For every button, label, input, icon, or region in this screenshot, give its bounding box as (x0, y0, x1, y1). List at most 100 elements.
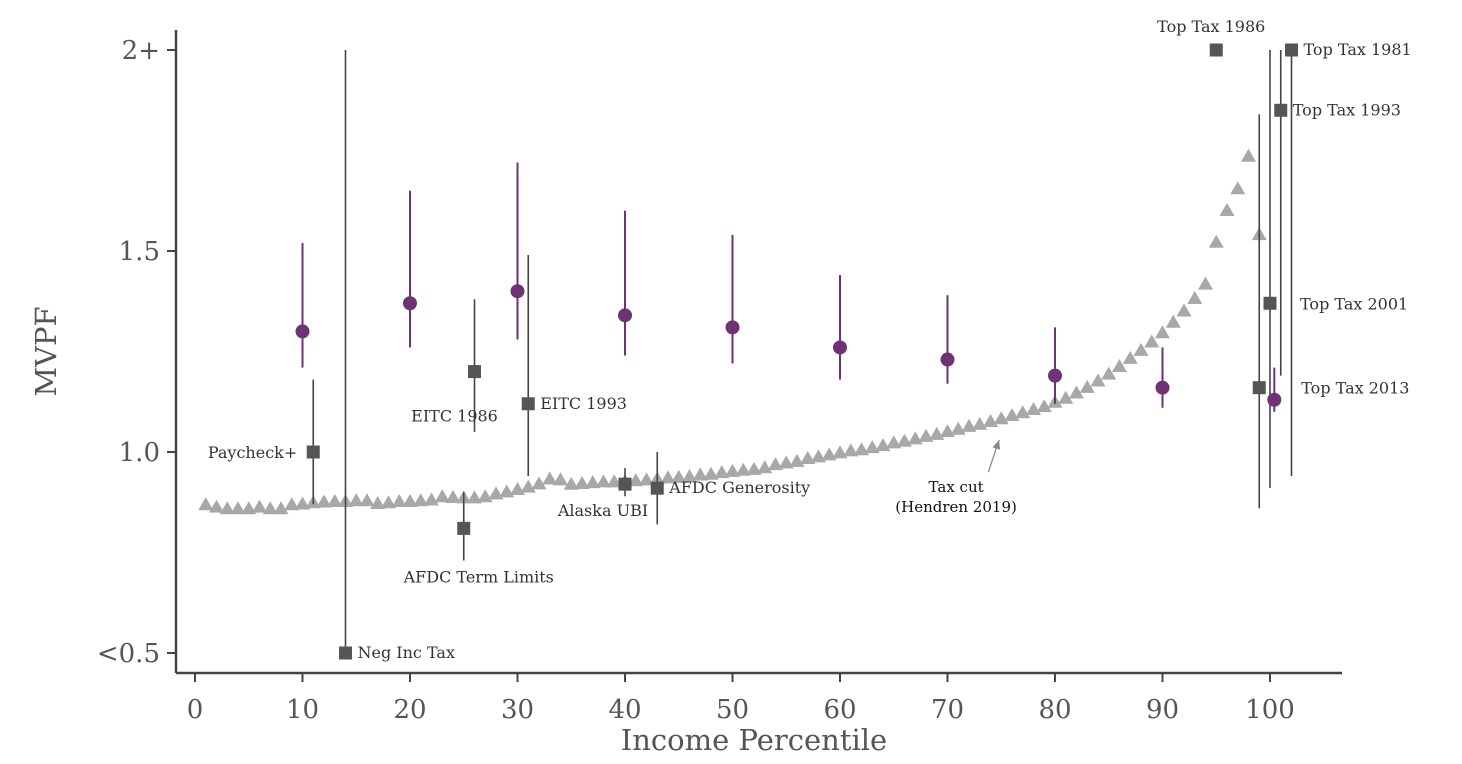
triangle-point (1241, 148, 1256, 162)
triangle-point (1133, 342, 1149, 356)
policy-label: AFDC Term Limits (403, 567, 554, 586)
square-point (1263, 296, 1277, 310)
triangle-point (1219, 203, 1235, 216)
triangle-point (1058, 390, 1074, 404)
square-point (1285, 43, 1298, 57)
x-tick-label: 70 (931, 695, 964, 725)
policy-label: Top Tax 1981 (1304, 40, 1412, 59)
triangle-point (402, 494, 418, 508)
triangle-point (918, 428, 934, 442)
square-point (1252, 381, 1266, 395)
triangle-point (1090, 373, 1106, 387)
triangle-point (1208, 234, 1224, 248)
triangle-point (596, 474, 611, 488)
triangle-point (972, 416, 988, 430)
x-tick-label: 90 (1146, 695, 1179, 725)
triangle-point (735, 462, 751, 476)
triangle-point (295, 496, 310, 510)
triangle-point (445, 490, 461, 504)
y-tick-label: 1.5 (119, 237, 160, 267)
triangle-point (348, 493, 364, 507)
triangle-point (950, 421, 966, 435)
triangle-point (1122, 350, 1138, 364)
triangle-point (574, 475, 590, 489)
policy-labels: Paycheck+ Neg Inc Tax AFDC Term Limits EITC… (208, 17, 1412, 662)
triangle-point (929, 426, 945, 440)
triangle-point (1069, 385, 1084, 399)
triangle-point (241, 501, 257, 515)
tax-cut-annotation: Tax cut (Hendren 2019) (895, 439, 1017, 516)
triangle-point (467, 490, 482, 504)
triangle-point (219, 501, 235, 515)
triangle-point (553, 472, 568, 486)
triangle-point (327, 494, 343, 508)
x-axis-title: Income Percentile (621, 723, 887, 757)
triangle-point (359, 493, 375, 507)
annotation-title: Tax cut (929, 478, 984, 496)
tax-cut-triangle-series (198, 148, 1267, 515)
triangle-point (811, 449, 826, 463)
triangle-point (907, 431, 923, 445)
y-axis-title: MVPF (29, 306, 63, 396)
x-tick-label: 50 (716, 695, 749, 725)
circle-point (833, 340, 847, 355)
square-point (1274, 103, 1288, 117)
triangle-point (832, 445, 848, 459)
y-tick-label: 1.0 (119, 438, 160, 468)
triangle-point (682, 469, 697, 483)
triangle-point (434, 489, 450, 503)
square-point (521, 397, 535, 411)
triangle-point (284, 497, 300, 511)
policy-label: Alaska UBI (557, 501, 648, 520)
circle-point (618, 308, 632, 323)
circle-point (1048, 368, 1062, 383)
triangle-point (1112, 358, 1127, 372)
triangle-point (1004, 408, 1020, 422)
policy-label: Top Tax 2013 (1301, 379, 1409, 398)
triangle-point (897, 433, 912, 447)
x-tick-label: 0 (187, 695, 204, 725)
triangle-point (1079, 379, 1095, 393)
triangle-point (854, 442, 869, 456)
y-tick-label: <0.5 (97, 639, 160, 669)
triangle-point (198, 497, 214, 511)
triangle-point (940, 424, 955, 438)
policy-label: AFDC Generosity (668, 478, 810, 497)
policy-label: Neg Inc Tax (358, 643, 455, 662)
triangle-point (510, 481, 525, 495)
triangle-point (1198, 276, 1213, 290)
triangle-point (875, 438, 891, 452)
policy-label: Top Tax 2001 (1300, 294, 1408, 313)
policy-label: Top Tax 1993 (1293, 100, 1401, 119)
triangle-point (606, 474, 622, 488)
triangle-point (843, 443, 859, 457)
triangle-point (1036, 399, 1052, 413)
triangle-point (725, 463, 740, 477)
policy-label: Top Tax 1986 (1157, 17, 1265, 36)
triangle-point (381, 495, 396, 509)
x-tick-label: 60 (823, 695, 856, 725)
y-tick-label: 2+ (122, 36, 160, 66)
annotation-source: (Hendren 2019) (895, 498, 1017, 516)
triangle-point (639, 472, 654, 486)
triangle-point (1101, 366, 1117, 380)
x-tick-label: 40 (608, 695, 641, 725)
triangle-point (1230, 181, 1246, 195)
annotation-arrow-head (992, 439, 1001, 450)
triangle-point (961, 418, 977, 432)
triangle-point (585, 475, 601, 489)
triangle-point (1144, 334, 1160, 348)
triangle-point (252, 499, 267, 513)
triangle-point (789, 453, 805, 467)
triangle-point (1155, 325, 1170, 339)
x-tick-label: 20 (393, 695, 426, 725)
policy-label: Paycheck+ (208, 443, 297, 462)
triangle-point (316, 494, 332, 508)
triangle-point (886, 435, 902, 449)
circle-point (1267, 392, 1282, 407)
circle-point (725, 320, 740, 335)
triangle-point (703, 466, 719, 480)
triangle-point (800, 451, 816, 465)
square-point (468, 365, 481, 379)
